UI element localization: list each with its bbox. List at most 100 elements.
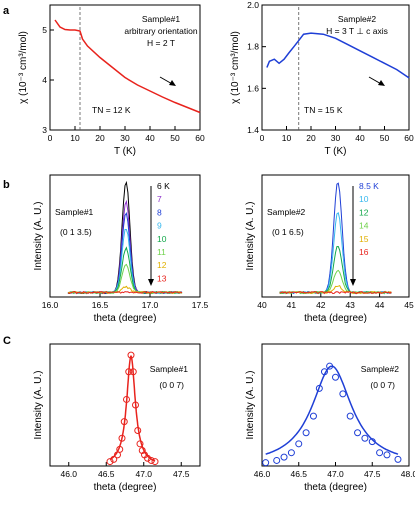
data-point [295, 440, 303, 448]
y-tick-label: 2.0 [247, 0, 259, 10]
data-point [273, 456, 281, 464]
chart-2: 0 10 20 30 40 50 60 1.4 1.6 1.8 2.0 T (K) χ (10⁻³ cm… [230, 0, 414, 157]
sample-label: Sample#2 [267, 207, 306, 217]
data-point [326, 362, 334, 370]
data-point [354, 429, 362, 437]
sample-label: Sample#1 [142, 14, 181, 24]
data-point [320, 368, 328, 376]
x-axis-label: theta (degree) [94, 482, 157, 493]
y-tick-label: 1.6 [247, 83, 259, 93]
x-tick-label: 60 [404, 133, 414, 143]
x-tick-label: 40 [145, 133, 155, 143]
x-tick-label: 50 [380, 133, 390, 143]
data-point [262, 459, 270, 467]
data-point [129, 368, 137, 376]
y-tick-label: 4 [42, 75, 47, 85]
y-axis-label: Intensity (A. U.) [33, 202, 44, 271]
x-tick-label: 46.0 [60, 469, 77, 479]
y-tick-label: 3 [42, 125, 47, 135]
peak-curve [279, 290, 392, 295]
data-point [346, 412, 354, 420]
panel-letter-a: a [3, 5, 10, 17]
x-tick-label: 42 [316, 300, 326, 310]
x-tick-label: 47.5 [364, 469, 381, 479]
plot-frame [49, 343, 201, 467]
temperature-legend-item: 8 [157, 207, 162, 217]
fit-curve [109, 354, 156, 462]
x-tick-label: 40 [257, 300, 267, 310]
data-point [361, 434, 369, 442]
data-point [376, 449, 384, 457]
data-point [127, 351, 135, 359]
cooling-arrow-head [350, 279, 356, 286]
data-point [368, 438, 376, 446]
data-point [134, 427, 142, 435]
x-tick-label: 30 [331, 133, 341, 143]
temperature-legend-item: 9 [157, 221, 162, 231]
y-axis-label: Intensity (A. U.) [33, 371, 44, 440]
temperature-legend-item: 11 [157, 247, 166, 257]
field-label: H = 2 T [147, 38, 175, 48]
plot-frame [261, 343, 410, 467]
peak-curve [279, 182, 392, 295]
x-tick-label: 10 [70, 133, 80, 143]
x-tick-label: 41 [287, 300, 297, 310]
x-tick-label: 50 [170, 133, 180, 143]
data-point [110, 455, 118, 463]
data-point [315, 384, 323, 392]
x-tick-label: 47.0 [327, 469, 344, 479]
data-point [144, 454, 151, 462]
temperature-legend-item: 15 [359, 234, 369, 244]
x-tick-label: 0 [48, 133, 53, 143]
arrow-head [378, 80, 385, 86]
reflection-label: (0 1 6.5) [272, 227, 304, 237]
field-label: H = 3 T ⊥ c axis [326, 26, 388, 36]
x-tick-label: 43 [345, 300, 355, 310]
sample-label: Sample#2 [361, 364, 400, 374]
cooling-arrow-head [148, 279, 154, 286]
sample-label: Sample#1 [150, 364, 189, 374]
data-point [120, 418, 128, 426]
data-point [302, 429, 310, 437]
data-point [125, 368, 133, 376]
x-tick-label: 47.5 [173, 469, 190, 479]
data-point [106, 458, 114, 466]
orientation-note: arbitrary orientation [124, 26, 198, 36]
x-tick-label: 16.5 [92, 300, 109, 310]
x-tick-label: 44 [375, 300, 385, 310]
reflection-label: (0 1 3.5) [60, 227, 92, 237]
data-point [332, 373, 339, 381]
x-axis-label: theta (degree) [304, 482, 367, 493]
temperature-legend-item: 12 [359, 207, 369, 217]
panel-letter-b: b [3, 179, 10, 191]
data-point [287, 449, 295, 457]
temperature-legend-item: 8.5 K [359, 181, 379, 191]
y-tick-label: 1.4 [247, 125, 259, 135]
data-point [151, 458, 159, 466]
neel-temperature-label: TN = 12 K [92, 105, 131, 115]
x-axis-label: theta (degree) [94, 313, 157, 324]
x-tick-label: 60 [195, 133, 205, 143]
sample-label: Sample#2 [338, 14, 377, 24]
plot-frame [49, 174, 201, 298]
x-tick-label: 10 [282, 133, 292, 143]
data-point [394, 455, 402, 463]
y-tick-label: 1.8 [247, 42, 259, 52]
x-tick-label: 45 [404, 300, 414, 310]
data-point [383, 451, 391, 459]
x-tick-label: 48.0 [401, 469, 415, 479]
neel-temperature-label: TN = 15 K [304, 105, 343, 115]
temperature-legend-item: 13 [157, 273, 167, 283]
temperature-legend-item: 10 [157, 234, 167, 244]
sample-label: Sample#1 [55, 207, 94, 217]
y-axis-label: Intensity (A. U.) [245, 371, 256, 440]
x-tick-label: 46.5 [98, 469, 115, 479]
y-axis-label: χ (10⁻³ cm³/mol) [18, 31, 29, 104]
x-tick-label: 16.0 [42, 300, 59, 310]
chart-4: 40 41 42 43 44 45 theta (degree) Intensity (A. … [245, 174, 414, 324]
y-axis-label: Intensity (A. U.) [245, 202, 256, 271]
temperature-legend-item: 10 [359, 194, 369, 204]
data-point [136, 440, 144, 448]
reflection-label: (0 0 7) [370, 380, 395, 390]
